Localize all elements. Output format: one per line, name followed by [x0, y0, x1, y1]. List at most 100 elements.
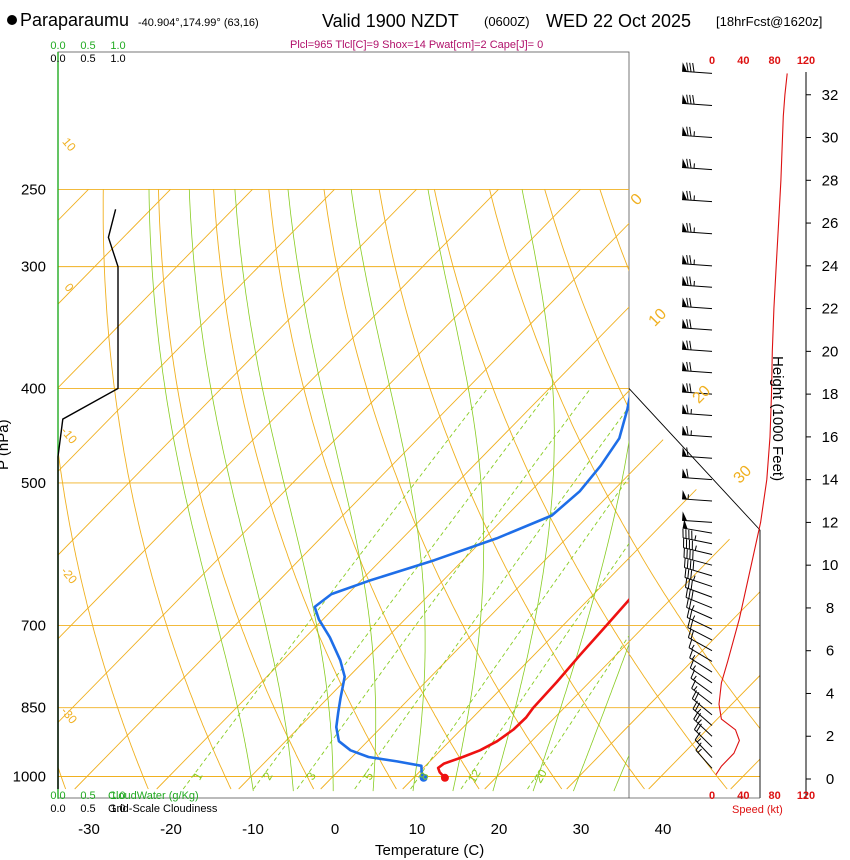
barb-flag [682, 276, 688, 286]
barb-staff [682, 263, 713, 267]
barb-staff [688, 637, 713, 652]
wind-barb [686, 608, 713, 630]
barb-half [692, 675, 697, 681]
wind-barb [682, 519, 713, 534]
barb-full [684, 568, 687, 578]
barb-half [697, 748, 702, 753]
station-dot [7, 15, 17, 25]
barb-full [686, 190, 689, 201]
thermo-grid [58, 188, 850, 792]
surface-dewpoint-marker [419, 773, 428, 782]
moist-adiabat [492, 189, 555, 792]
barb-staff [685, 587, 713, 598]
barb-staff [682, 348, 713, 352]
dry-adiabat [655, 189, 850, 789]
dry-adiabat [323, 189, 563, 790]
barb-flag [682, 62, 688, 72]
barb-full [686, 94, 689, 104]
pressure-tick-label: 700 [21, 617, 46, 634]
cloudwater-tick-top: 0.5 [80, 40, 95, 52]
x-axis-title: Temperature (C) [375, 842, 484, 859]
barb-staff [683, 547, 713, 555]
dry-adiabat [489, 189, 629, 536]
speed-tick-bottom: 80 [769, 790, 781, 802]
wind-barb [684, 568, 713, 588]
barb-staff [692, 698, 713, 716]
mixing-ratio-line [527, 634, 629, 790]
forecast-hour: [18hrFcst@1620z] [716, 14, 822, 29]
speed-tick-bottom: 0 [709, 790, 715, 802]
barb-full [689, 62, 692, 72]
cloudiness-tick-top: 1.0 [110, 53, 125, 65]
barb-full [687, 618, 691, 628]
mixing-ratio-label: 8 [416, 769, 432, 782]
isotherm [58, 189, 171, 305]
wind-barb [683, 538, 713, 555]
barb-full [686, 276, 689, 286]
barb-staff [690, 677, 713, 694]
wind-barb [685, 578, 713, 598]
moist-adiabat [234, 189, 334, 792]
barb-full [689, 276, 692, 286]
wind-barb [682, 297, 713, 310]
barb-staff [682, 455, 713, 459]
height-tick-label: 28 [822, 172, 839, 189]
temperature-tick-label: -20 [160, 821, 182, 838]
barb-full [690, 570, 693, 580]
barb-flag [682, 425, 688, 436]
wind-barb [686, 598, 713, 620]
barb-staff [683, 557, 713, 566]
barb-half [692, 615, 696, 621]
barb-flag [682, 297, 688, 307]
barb-full [689, 560, 692, 570]
pressure-tick-label: 500 [21, 475, 46, 492]
wind-barb [688, 638, 713, 662]
wind-barb [682, 361, 713, 374]
barb-full [690, 580, 693, 590]
barb-staff [686, 606, 713, 620]
dry-adiabat [158, 189, 315, 790]
isotherm-ext [629, 388, 760, 790]
sounding-indices: Plcl=965 Tlcl[C]=9 Shox=14 Pwat[cm]=2 Ca… [290, 39, 543, 51]
speed-axis-title: Speed (kt) [732, 804, 783, 816]
barb-full [686, 126, 689, 136]
barb-half [697, 719, 702, 724]
height-axis-title: Height (1000 Feet) [769, 356, 786, 481]
wind-barb [687, 628, 713, 652]
barb-full [689, 649, 694, 659]
barb-flag [682, 489, 688, 500]
barb-flag [682, 254, 688, 265]
barb-staff [682, 412, 713, 416]
cloudwater-tick-bottom: 0.0 [50, 790, 65, 802]
cloud-profile [57, 52, 119, 798]
mixing-ratio-label: 1 [190, 769, 206, 782]
barb-staff [682, 70, 713, 74]
barb-staff [690, 667, 713, 684]
barb-full [687, 579, 691, 589]
barb-full [692, 95, 695, 105]
barb-full [689, 191, 692, 201]
wind-barb [685, 588, 713, 609]
barb-half [691, 644, 695, 650]
barb-flag [682, 126, 688, 136]
barb-full [686, 608, 690, 618]
valid-date: WED 22 Oct 2025 [546, 11, 691, 31]
barb-full [689, 94, 692, 105]
temperature-tick-label: -10 [242, 821, 264, 838]
barb-flag [682, 158, 688, 168]
barb-staff [682, 477, 713, 481]
barb-full [686, 297, 689, 307]
valid-utc: (0600Z) [484, 14, 530, 29]
barb-full [689, 609, 693, 619]
barb-staff [682, 102, 713, 106]
barb-staff [693, 718, 713, 737]
wind-barb [682, 190, 713, 203]
height-tick-label: 16 [822, 429, 839, 446]
station-name: Paraparaumu [20, 10, 129, 30]
barb-full [689, 255, 692, 265]
barb-full [687, 569, 690, 579]
temperature-tick-label: 40 [655, 821, 672, 838]
barb-full [686, 383, 689, 393]
barb-half [693, 575, 696, 581]
